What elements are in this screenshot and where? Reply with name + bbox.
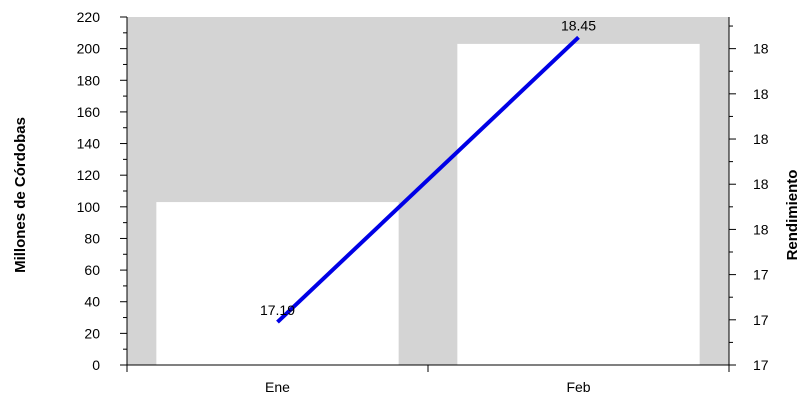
left-tick-label: 140 bbox=[77, 136, 101, 152]
left-axis-title: Millones de Córdobas bbox=[12, 117, 29, 273]
x-tick-label-ene: Ene bbox=[265, 379, 290, 395]
line-data-label: 17.19 bbox=[260, 302, 295, 318]
left-tick-label: 0 bbox=[92, 357, 100, 373]
left-tick-label: 160 bbox=[77, 104, 101, 120]
left-tick-label: 40 bbox=[84, 294, 100, 310]
left-tick-label: 180 bbox=[77, 72, 101, 88]
left-tick-label: 60 bbox=[84, 262, 100, 278]
x-tick-label-feb: Feb bbox=[566, 379, 590, 395]
left-tick-label: 80 bbox=[84, 230, 100, 246]
left-tick-label: 20 bbox=[84, 325, 100, 341]
left-tick-label: 120 bbox=[77, 167, 101, 183]
right-axis-title: Rendimiento bbox=[784, 170, 801, 261]
left-tick-label: 100 bbox=[77, 199, 101, 215]
right-tick-label: 17 bbox=[753, 357, 769, 373]
bar-feb bbox=[457, 43, 700, 366]
right-tick-label: 18 bbox=[753, 221, 769, 237]
right-tick-label: 17 bbox=[753, 312, 769, 328]
right-tick-label: 18 bbox=[753, 131, 769, 147]
line-series: 17.19 18.45 bbox=[260, 17, 596, 324]
right-tick-label: 18 bbox=[753, 176, 769, 192]
left-tick-label: 200 bbox=[77, 41, 101, 57]
line-path bbox=[276, 35, 580, 324]
bar-ene bbox=[156, 202, 399, 365]
bar-series bbox=[156, 43, 700, 366]
right-tick-label: 18 bbox=[753, 86, 769, 102]
right-tick-label: 18 bbox=[753, 41, 769, 57]
left-tick-label: 220 bbox=[77, 9, 101, 25]
axes: 0 20 40 60 80 100 120 140 160 180 200 220 17 17 17 18 18… bbox=[77, 9, 769, 395]
line-data-label: 18.45 bbox=[561, 17, 596, 33]
right-tick-label: 17 bbox=[753, 267, 769, 283]
